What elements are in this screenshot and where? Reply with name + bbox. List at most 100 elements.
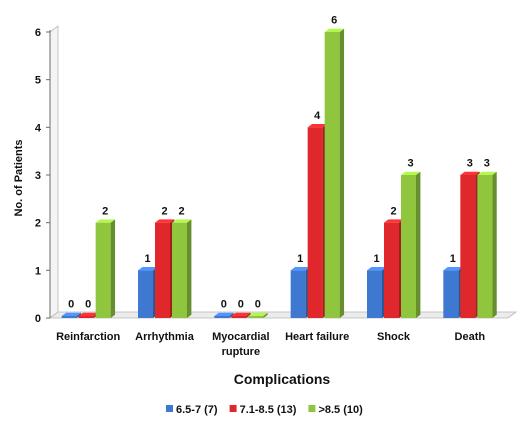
legend-swatch xyxy=(166,405,173,412)
data-label: 0 xyxy=(255,299,261,311)
bar-top xyxy=(307,124,328,128)
x-tick-label: rupture xyxy=(222,346,261,358)
bar xyxy=(477,171,497,318)
x-axis-title: Complications xyxy=(234,371,331,387)
bar xyxy=(367,267,387,318)
bar-side xyxy=(187,219,192,318)
bar-front xyxy=(61,316,77,318)
legend-item: 6.5-7 (7) xyxy=(166,404,218,416)
data-label: 0 xyxy=(238,299,244,311)
bar-top xyxy=(384,219,404,223)
data-label: 3 xyxy=(407,158,413,170)
bar-top xyxy=(61,312,82,316)
bar-top xyxy=(460,171,480,175)
legend-item: 7.1-8.5 (13) xyxy=(229,404,297,416)
bar-front xyxy=(460,175,476,318)
bar-front xyxy=(324,32,340,318)
bar-top xyxy=(477,171,497,175)
legend: 6.5-7 (7) 7.1-8.5 (13) >8.5 (10) xyxy=(166,404,363,416)
data-label: 4 xyxy=(314,110,321,122)
data-label: 0 xyxy=(221,299,227,311)
legend-label: 6.5-7 (7) xyxy=(176,404,218,416)
bar-top xyxy=(214,312,234,316)
bar-front xyxy=(155,222,170,318)
bar xyxy=(401,171,421,318)
bar-front xyxy=(231,316,247,318)
bar-front xyxy=(78,316,94,318)
data-label: 1 xyxy=(450,253,456,265)
data-label: 2 xyxy=(102,205,108,217)
bar-top xyxy=(155,219,175,223)
x-tick-label: Shock xyxy=(377,331,411,343)
bar-front xyxy=(172,222,187,318)
y-axis-title: No. of Patients xyxy=(13,139,25,216)
bar-top xyxy=(324,28,345,32)
data-label: 1 xyxy=(144,253,150,265)
bar xyxy=(307,124,328,319)
data-label: 3 xyxy=(467,158,473,170)
y-tick-label: 4 xyxy=(35,122,42,134)
data-label: 3 xyxy=(484,158,490,170)
bar xyxy=(248,312,268,318)
x-tick-label: Heart failure xyxy=(285,331,349,343)
bar-side xyxy=(229,312,234,318)
bar-side xyxy=(339,28,345,318)
legend-label: >8.5 (10) xyxy=(318,404,363,416)
bar-front xyxy=(248,316,264,318)
bar-top xyxy=(443,267,463,271)
data-label: 1 xyxy=(373,253,379,265)
x-tick-label: Arrhythmia xyxy=(135,331,195,343)
y-tick-label: 6 xyxy=(35,27,41,39)
y-tick-label: 2 xyxy=(35,218,41,230)
bar-top xyxy=(231,312,251,316)
bar-front xyxy=(138,270,153,318)
bar-top xyxy=(401,171,421,175)
bar xyxy=(231,312,251,318)
bar-front xyxy=(367,270,382,318)
bar-top xyxy=(95,219,116,223)
x-tick-label: Reinfarction xyxy=(56,331,120,343)
bar xyxy=(138,267,158,318)
y-tick-label: 5 xyxy=(35,75,41,87)
bar-top xyxy=(138,267,158,271)
data-label: 0 xyxy=(68,299,74,311)
bar-front xyxy=(307,127,323,318)
x-tick-label: Death xyxy=(455,331,486,343)
bar xyxy=(95,219,116,318)
legend-swatch xyxy=(229,405,237,412)
y-tick-label: 3 xyxy=(35,170,41,182)
bar-front xyxy=(443,270,459,318)
bar-front xyxy=(214,316,230,318)
bar xyxy=(61,312,82,318)
bar-top xyxy=(367,267,387,271)
bar-side xyxy=(76,312,82,318)
y-tick-label: 1 xyxy=(35,265,41,277)
bar-side xyxy=(246,312,251,318)
bar xyxy=(324,28,345,318)
data-label: 0 xyxy=(85,299,91,311)
bar-top xyxy=(78,312,99,316)
bar-side xyxy=(110,219,116,318)
data-label: 1 xyxy=(297,253,303,265)
bar-front xyxy=(290,270,306,318)
bar-front xyxy=(384,222,399,318)
bar xyxy=(172,219,192,318)
legend-swatch xyxy=(308,405,316,412)
bar xyxy=(443,267,463,318)
legend-label: 7.1-8.5 (13) xyxy=(240,404,297,416)
y-tick-label: 0 xyxy=(35,313,41,325)
bar-side xyxy=(416,171,421,318)
bar xyxy=(460,171,480,318)
data-label: 2 xyxy=(178,205,184,217)
bar xyxy=(214,312,234,318)
bars-layer xyxy=(61,28,497,319)
bar-side xyxy=(492,171,497,318)
data-label: 2 xyxy=(161,205,167,217)
bar-side xyxy=(263,312,268,318)
legend-item: >8.5 (10) xyxy=(308,404,363,416)
bar-top xyxy=(248,312,268,316)
data-label: 2 xyxy=(390,205,396,217)
